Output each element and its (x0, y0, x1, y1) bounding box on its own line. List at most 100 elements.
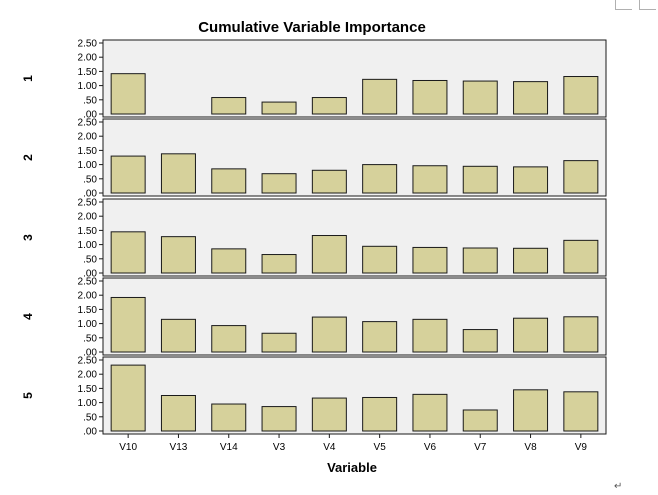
bar-v7 (462, 247, 498, 274)
y-tick-label: .00 (83, 269, 97, 280)
bar-v6 (412, 246, 448, 274)
bar-v14 (211, 403, 247, 432)
y-tick-label: .00 (83, 189, 97, 200)
x-tick-label: V5 (374, 442, 387, 453)
y-tick-label: 2.50 (78, 356, 98, 367)
bar-v14 (211, 168, 247, 194)
y-tick-label: 2.50 (78, 39, 98, 50)
bar-v5 (362, 78, 398, 115)
x-tick-label: V4 (323, 442, 336, 453)
y-tick-label: 1.50 (78, 67, 98, 78)
bar-v8 (513, 166, 549, 194)
bar-v8 (513, 81, 549, 115)
bar-v3 (261, 254, 297, 274)
return-symbol-icon: ↵ (614, 481, 623, 492)
y-tick-label: 2.50 (78, 198, 98, 209)
bar-v4 (311, 235, 347, 274)
y-tick-label: 2.50 (78, 277, 98, 288)
bar-v7 (462, 409, 498, 432)
y-tick-label: 1.00 (78, 160, 98, 171)
bar-v10 (110, 73, 146, 115)
panel-5: .00 .50 1.00 1.50 2.00 2.50 5 (21, 356, 607, 438)
bar-v5 (362, 321, 398, 353)
bar-v7 (462, 329, 498, 353)
y-tick-label: 1.50 (78, 305, 98, 316)
panel-label: 4 (21, 313, 35, 320)
bar-v14 (211, 248, 247, 274)
y-tick-label: 1.50 (78, 146, 98, 157)
bar-v10 (110, 364, 146, 432)
y-tick-label: 1.00 (78, 398, 98, 409)
y-tick-label: .50 (83, 412, 97, 423)
bar-v13 (160, 318, 196, 353)
panel-label: 5 (21, 392, 35, 399)
y-tick-label: .50 (83, 95, 97, 106)
bar-v9 (563, 160, 599, 194)
bar-v3 (261, 406, 297, 432)
x-axis: V10 V13 V14 V3 V4 V5 V6 V7 V8 V9 (119, 434, 587, 453)
x-tick-label: V9 (575, 442, 588, 453)
panel-4: .00 .50 1.00 1.50 2.00 2.50 4 (21, 277, 607, 359)
bar-v9 (563, 391, 599, 432)
y-tick-label: 2.00 (78, 212, 98, 223)
bar-v13 (160, 395, 196, 432)
y-tick-label: 2.00 (78, 132, 98, 143)
x-tick-label: V14 (220, 442, 238, 453)
bar-v4 (311, 397, 347, 432)
bar-v7 (462, 165, 498, 194)
y-tick-label: .00 (83, 348, 97, 359)
bar-v5 (362, 164, 398, 194)
bar-v10 (110, 296, 146, 353)
bar-v5 (362, 245, 398, 274)
x-axis-title: Variable (327, 460, 377, 475)
x-tick-label: V7 (474, 442, 487, 453)
y-tick-label: 2.50 (78, 118, 98, 129)
y-tick-label: .50 (83, 254, 97, 265)
y-tick-label: 1.00 (78, 319, 98, 330)
panel-2: .00 .50 1.00 1.50 2.00 2.50 2 (21, 118, 607, 200)
y-tick-label: 1.50 (78, 226, 98, 237)
y-tick-label: .00 (83, 110, 97, 121)
bar-v9 (563, 76, 599, 115)
bar-v14 (211, 325, 247, 353)
y-tick-label: 1.00 (78, 81, 98, 92)
panel-label: 2 (21, 154, 35, 161)
bar-v10 (110, 231, 146, 274)
panel-label: 3 (21, 234, 35, 241)
panels: .00.501.001.502.002.501.00.501.001.502.0… (21, 39, 607, 438)
bar-v9 (563, 239, 599, 274)
bar-v6 (412, 318, 448, 353)
chart-title: Cumulative Variable Importance (198, 19, 426, 36)
x-tick-label: V8 (524, 442, 537, 453)
bar-v13 (160, 153, 196, 194)
y-tick-label: .50 (83, 174, 97, 185)
bar-v4 (311, 316, 347, 353)
bar-v8 (513, 247, 549, 274)
page-corner-mark (639, 0, 656, 10)
y-tick-label: 1.50 (78, 384, 98, 395)
y-tick-label: 2.00 (78, 53, 98, 64)
panel-3: .00 .50 1.00 1.50 2.00 2.50 3 (21, 198, 607, 280)
x-tick-label: V3 (273, 442, 286, 453)
bar-v13 (160, 236, 196, 274)
bar-v6 (412, 393, 448, 432)
page-corner-mark (615, 0, 632, 10)
bar-v9 (563, 316, 599, 353)
y-tick-label: .50 (83, 333, 97, 344)
bar-v8 (513, 317, 549, 353)
y-tick-label: 1.00 (78, 240, 98, 251)
bar-v6 (412, 79, 448, 115)
bar-v10 (110, 155, 146, 194)
y-tick-label: 2.00 (78, 370, 98, 381)
bar-v6 (412, 165, 448, 194)
bar-v7 (462, 80, 498, 115)
bar-v3 (261, 101, 297, 115)
bar-v4 (311, 169, 347, 194)
bar-v4 (311, 97, 347, 115)
bar-v8 (513, 389, 549, 432)
x-tick-label: V10 (119, 442, 137, 453)
bar-v3 (261, 173, 297, 194)
y-tick-label: .00 (83, 427, 97, 438)
panel-label: 1 (21, 75, 35, 82)
